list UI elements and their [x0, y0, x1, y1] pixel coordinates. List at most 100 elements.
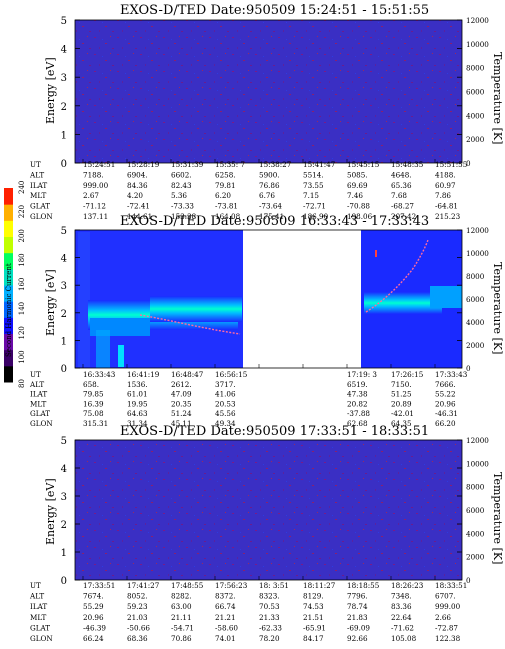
panel-1: EXOS-D/TED Date:950509 15:24:51 - 15:51:…: [29, 3, 504, 221]
table-cell: 15:28:19: [127, 160, 160, 169]
heatmap-area: [74, 439, 463, 581]
colorbar-swatch: [4, 204, 13, 221]
table-cell: 18:18:55: [347, 581, 380, 590]
table-row-label: GLAT: [30, 202, 50, 211]
y-axis-label: Energy [eV]: [44, 478, 57, 545]
colorbar-scale: [4, 188, 13, 383]
y2-tick-label: 2000: [466, 553, 485, 562]
table-cell: 73.55: [303, 181, 324, 190]
y2-tick-label: 10000: [466, 459, 489, 468]
y2-axis-label: Temperature [K]: [491, 52, 504, 144]
table-row-label: MLT: [30, 613, 47, 622]
table-cell: 21.51: [303, 613, 324, 622]
table-cell: 15:24:51: [83, 160, 115, 169]
y-tick-label: 5: [61, 226, 67, 237]
table-cell: 62.68: [347, 419, 368, 428]
table-cell: 51.24: [171, 409, 192, 418]
y-tick-label: 4: [61, 254, 67, 265]
table-cell: -71.12: [83, 202, 106, 211]
table-cell: 16:48:47: [171, 370, 204, 379]
table-cell: -42.01: [391, 409, 414, 418]
table-cell: 17:33:43: [435, 370, 468, 379]
table-row-label: ILAT: [30, 390, 47, 399]
table-cell: 7666.: [435, 380, 456, 389]
table-cell: 70.86: [171, 634, 192, 643]
table-cell: 2.67: [83, 191, 99, 200]
colorbar-tick-label: 160: [18, 278, 26, 291]
y-tick-label: 2: [61, 309, 67, 320]
panel-3: EXOS-D/TED Date:950509 17:33:51 - 18:33:…: [29, 424, 504, 643]
table-row-label: MLT: [30, 191, 47, 200]
table-cell: 74.01: [215, 634, 236, 643]
table-cell: -72.71: [303, 202, 326, 211]
table-cell: 122.38: [435, 634, 461, 643]
table-cell: 2.66: [435, 613, 451, 622]
table-row-label: GLON: [30, 212, 53, 221]
table-cell: -50.66: [127, 623, 150, 632]
y-tick-label: 3: [61, 492, 67, 503]
y2-tick-label: 4000: [466, 529, 485, 538]
colorbar-swatch: [4, 236, 13, 254]
table-cell: 92.66: [347, 634, 368, 643]
table-cell: -64.81: [435, 202, 458, 211]
table-cell: -65.91: [303, 623, 326, 632]
y2-tick-label: 6000: [466, 506, 485, 515]
colorbar-swatch: [4, 285, 13, 302]
y-tick-label: 1: [61, 548, 67, 559]
table-cell: 6.76: [259, 191, 275, 200]
table-cell: 21.83: [347, 613, 368, 622]
table-row-label: UT: [30, 370, 41, 379]
table-cell: -68.27: [391, 202, 414, 211]
table-cell: -73.33: [171, 202, 194, 211]
table-cell: 20.96: [83, 613, 104, 622]
table-cell: 70.53: [259, 602, 280, 611]
table-cell: 153.38: [171, 212, 197, 221]
table-cell: 17:26:15: [391, 370, 424, 379]
table-cell: 7796.: [347, 592, 368, 601]
table-cell: 19.95: [127, 399, 148, 408]
table-row-label: GLON: [30, 419, 53, 428]
table-cell: 83.36: [391, 602, 412, 611]
heatmap-area: [74, 19, 463, 164]
y2-axis-label: Temperature [K]: [491, 262, 504, 354]
table-cell: 7188.: [83, 170, 104, 179]
table-cell: 186.90: [303, 212, 329, 221]
table-cell: 21.21: [215, 613, 236, 622]
y2-tick-label: 6000: [466, 88, 485, 97]
table-cell: 4648.: [391, 170, 412, 179]
table-cell: -62.33: [259, 623, 282, 632]
table-cell: 15:38:27: [259, 160, 292, 169]
table-cell: 82.43: [171, 181, 192, 190]
colorbar-tick-label: 200: [18, 229, 26, 242]
table-cell: 64.63: [127, 409, 148, 418]
table-cell: 15:41:47: [303, 160, 336, 169]
y2-tick-label: 12000: [466, 226, 489, 235]
table-row-label: ILAT: [30, 181, 47, 190]
table-cell: 137.11: [83, 212, 108, 221]
y2-tick-label: 8000: [466, 64, 485, 73]
y-tick-label: 5: [61, 16, 67, 27]
colorbar-tick-label: 100: [18, 350, 26, 363]
table-cell: 5085.: [347, 170, 368, 179]
y2-tick-label: 10000: [466, 249, 489, 258]
colorbar-tick-label: 240: [18, 181, 26, 194]
table-cell: 7.86: [435, 191, 451, 200]
table-cell: 658.: [83, 380, 99, 389]
y2-tick-label: 4000: [466, 111, 485, 120]
table-cell: 69.69: [347, 181, 368, 190]
y2-tick-label: 12000: [466, 436, 489, 445]
table-cell: 198.06: [347, 212, 373, 221]
table-cell: 15:48:35: [391, 160, 424, 169]
table-cell: 17:33:51: [83, 581, 115, 590]
table-row-label: GLAT: [30, 409, 50, 418]
colorbar-swatch: [4, 220, 13, 237]
table-cell: -37.88: [347, 409, 370, 418]
y-tick-label: 4: [61, 464, 67, 475]
table-cell: 8372.: [215, 592, 236, 601]
table-cell: -54.71: [171, 623, 194, 632]
y-tick-label: 1: [61, 130, 67, 141]
table-cell: 55.29: [83, 602, 104, 611]
colorbar-swatch: [4, 268, 13, 286]
table-cell: 63.00: [171, 602, 192, 611]
table-cell: 6.20: [215, 191, 231, 200]
